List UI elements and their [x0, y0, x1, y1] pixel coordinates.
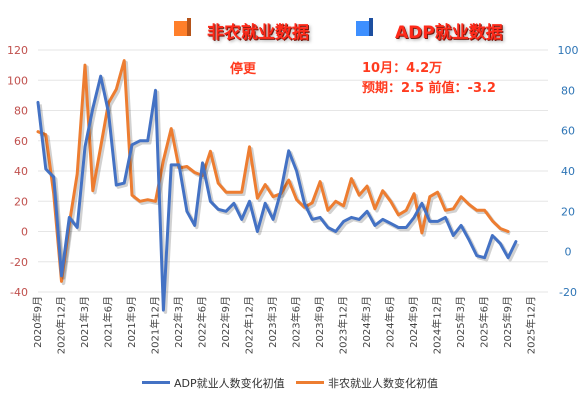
- x-tick: 2024年12月: [431, 296, 444, 354]
- x-tick: 2021年3月: [78, 296, 91, 348]
- legend-nfp-label: 非农就业人数变化初值: [328, 377, 438, 390]
- right-tick-label: 80: [561, 84, 575, 97]
- x-tick-label: 2021年12月: [149, 296, 162, 354]
- x-tick-label: 2024年3月: [360, 296, 373, 348]
- series-shadow: [39, 60, 511, 286]
- gridlines: [38, 49, 548, 293]
- left-tick-label: -40: [10, 286, 28, 299]
- nfp-cube-icon: [174, 18, 191, 36]
- series-shadow: [38, 76, 520, 314]
- x-tick: 2024年6月: [384, 296, 397, 348]
- nfp-header-title: 非农就业数据: [207, 23, 309, 43]
- left-tick-label: -20: [10, 256, 28, 269]
- x-tick-label: 2022年9月: [219, 296, 232, 348]
- right-axis-ticks: -20 0 20 40 60 80 100: [558, 44, 579, 299]
- x-tick: 2025年12月: [525, 296, 538, 354]
- series-group: [36, 59, 520, 314]
- adp-header-title: ADP就业数据: [395, 23, 503, 43]
- x-tick-label: 2023年3月: [266, 296, 279, 348]
- x-tick: 2022年9月: [219, 296, 232, 348]
- x-tick-label: 2022年6月: [196, 296, 209, 348]
- x-tick-label: 2025年6月: [478, 296, 491, 348]
- x-tick: 2024年9月: [407, 296, 420, 348]
- x-tick: 2022年12月: [243, 296, 256, 354]
- x-tick-label: 2020年12月: [55, 296, 68, 354]
- x-tick-label: 2024年9月: [407, 296, 420, 348]
- adp-series-line: [36, 74, 518, 312]
- x-tick: 2021年12月: [149, 296, 162, 354]
- october-value-note: 10月：4.2万: [362, 61, 443, 76]
- left-axis-ticks: -40 -20 0 20 40 60 80 100 120: [7, 44, 28, 299]
- x-tick-label: 2021年6月: [102, 296, 115, 348]
- x-tick: 2023年6月: [290, 296, 303, 348]
- left-tick-label: 120: [7, 44, 28, 57]
- x-tick-label: 2022年3月: [172, 296, 185, 348]
- x-tick-label: 2025年9月: [501, 296, 514, 348]
- x-tick-label: 2024年6月: [384, 296, 397, 348]
- legend-nfp-swatch: [296, 381, 324, 384]
- right-tick-label: 20: [561, 205, 575, 218]
- right-tick-label: 0: [565, 246, 572, 259]
- adp-cube-icon: [356, 18, 373, 36]
- x-tick: 2020年12月: [55, 296, 68, 354]
- left-tick-label: 0: [21, 226, 28, 239]
- right-tick-label: 100: [558, 44, 579, 57]
- left-tick-label: 40: [14, 165, 28, 178]
- left-tick-label: 20: [14, 195, 28, 208]
- x-tick: 2021年6月: [102, 296, 115, 348]
- x-tick: 2025年6月: [478, 296, 491, 348]
- x-tick: 2024年3月: [360, 296, 373, 348]
- x-tick: 2025年3月: [454, 296, 467, 348]
- right-tick-label: 60: [561, 125, 575, 138]
- x-tick: 2022年6月: [196, 296, 209, 348]
- x-tick-label: 2024年12月: [431, 296, 444, 354]
- x-tick: 2022年3月: [172, 296, 185, 348]
- left-tick-label: 100: [7, 74, 28, 87]
- x-tick-label: 2023年12月: [337, 296, 350, 354]
- left-tick-label: 80: [14, 105, 28, 118]
- x-tick: 2023年12月: [337, 296, 350, 354]
- x-tick: 2020年9月: [31, 296, 44, 348]
- suspended-note: 停更: [230, 62, 257, 77]
- x-tick-label: 2025年3月: [454, 296, 467, 348]
- nfp-series-line: [36, 59, 510, 283]
- x-tick-label: 2022年12月: [243, 296, 256, 354]
- x-tick-label: 2021年3月: [78, 296, 91, 348]
- right-tick-label: 40: [561, 165, 575, 178]
- x-tick-label: 2025年12月: [525, 296, 538, 354]
- forecast-prior-note: 预期：2.5 前值：-3.2: [362, 81, 496, 96]
- x-tick-label: 2021年9月: [125, 296, 138, 348]
- x-tick: 2025年9月: [501, 296, 514, 348]
- x-tick: 2021年9月: [125, 296, 138, 348]
- right-tick-label: -20: [559, 286, 577, 299]
- x-tick-label: 2023年6月: [290, 296, 303, 348]
- x-tick: 2023年9月: [313, 296, 326, 348]
- x-tick: 2023年3月: [266, 296, 279, 348]
- left-tick-label: 60: [14, 135, 28, 148]
- x-axis-ticks: 2020年9月 2020年12月 2021年3月 2021年6月 2021年9月 2021…: [31, 296, 538, 354]
- x-tick-label: 2020年9月: [31, 296, 44, 348]
- legend-adp-swatch: [142, 381, 170, 384]
- legend-adp-label: ADP就业人数变化初值: [174, 377, 285, 390]
- x-tick-label: 2023年9月: [313, 296, 326, 348]
